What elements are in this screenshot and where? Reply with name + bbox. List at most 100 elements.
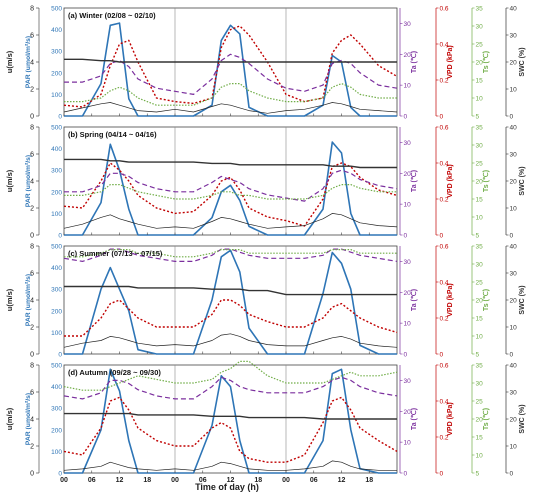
par-axis-tick-label: 500 bbox=[51, 244, 62, 251]
par-axis-title: PAR (umol/m²/s) bbox=[25, 274, 32, 326]
u-axis-title: u(m/s) bbox=[5, 50, 14, 73]
ta-axis-tick-label: 20 bbox=[404, 52, 412, 59]
u-axis-tick-label: 6 bbox=[30, 33, 34, 40]
ta-axis-tick-label: 0 bbox=[404, 352, 408, 359]
panel-1: (a) Winter (02/08 ~ 02/10) 0 2 4 6 8 u(m/s) 0 10… bbox=[5, 6, 526, 121]
x-axis-tick-label: 12 bbox=[227, 477, 235, 484]
x-axis-tick-label: 18 bbox=[365, 477, 373, 484]
swc-axis-tick-label: 10 bbox=[510, 444, 518, 451]
par-axis-tick-label: 100 bbox=[51, 449, 62, 456]
swc-axis-tick-label: 40 bbox=[510, 244, 518, 251]
panel-title: (d) Autumn (09/28 ~ 09/30) bbox=[68, 368, 161, 377]
panel-title: (c) Summer (07/13 ~ 07/15) bbox=[68, 249, 163, 258]
vpd-axis-tick-label: 0 bbox=[440, 114, 444, 121]
par-axis-tick-label: 500 bbox=[51, 363, 62, 370]
ts-axis-tick-label: 35 bbox=[476, 363, 484, 370]
vpd-axis-tick-label: 0.6 bbox=[440, 125, 449, 132]
vpd-axis-tick-label: 0.6 bbox=[440, 363, 449, 370]
swc-axis-tick-label: 20 bbox=[510, 179, 518, 186]
par-axis-tick-label: 300 bbox=[51, 49, 62, 56]
ta-axis-tick-label: 30 bbox=[404, 259, 412, 266]
panel-2: (b) Spring (04/14 ~ 04/16) 0 2 4 6 8 u(m/s) 0 10… bbox=[5, 125, 526, 240]
ts-axis-tick-label: 15 bbox=[476, 78, 484, 85]
x-axis-tick-label: 00 bbox=[60, 477, 68, 484]
x-axis-title: Time of day (h) bbox=[195, 482, 259, 492]
ts-axis-tick-label: 10 bbox=[476, 453, 484, 460]
x-axis-tick-label: 12 bbox=[116, 477, 124, 484]
u-axis-tick-label: 0 bbox=[30, 471, 34, 478]
ts-axis-tick-label: 35 bbox=[476, 244, 484, 251]
vpd-axis-tick-label: 0.6 bbox=[440, 244, 449, 251]
ta-axis-tick-label: 0 bbox=[404, 114, 408, 121]
panel-title: (a) Winter (02/08 ~ 02/10) bbox=[68, 11, 156, 20]
ts-axis-tick-label: 5 bbox=[476, 352, 480, 359]
par-axis-tick-label: 200 bbox=[51, 70, 62, 77]
series-line-par bbox=[64, 249, 397, 355]
ts-axis-tick-label: 15 bbox=[476, 197, 484, 204]
ta-axis-tick-label: 10 bbox=[404, 440, 412, 447]
ts-axis-tick-label: 25 bbox=[476, 399, 484, 406]
x-axis-tick-label: 18 bbox=[143, 477, 151, 484]
par-axis-tick-label: 300 bbox=[51, 168, 62, 175]
ta-axis-tick-label: 0 bbox=[404, 233, 408, 240]
x-axis-tick-label: 00 bbox=[171, 477, 179, 484]
panel-3: (c) Summer (07/13 ~ 07/15) 0 2 4 6 8 u(m/s) 0 10… bbox=[5, 244, 526, 359]
par-axis-tick-label: 0 bbox=[58, 114, 62, 121]
series-line-swc bbox=[64, 58, 397, 63]
par-axis-tick-label: 500 bbox=[51, 6, 62, 13]
ta-axis-tick-label: 20 bbox=[404, 409, 412, 416]
ts-axis-title: Ts (℃) bbox=[482, 289, 490, 311]
u-axis-tick-label: 0 bbox=[30, 352, 34, 359]
ts-axis-tick-label: 15 bbox=[476, 316, 484, 323]
swc-axis-tick-label: 0 bbox=[510, 114, 514, 121]
ts-axis-tick-label: 25 bbox=[476, 280, 484, 287]
swc-axis-tick-label: 30 bbox=[510, 390, 518, 397]
par-axis-tick-label: 300 bbox=[51, 406, 62, 413]
series-line-ts bbox=[64, 184, 397, 200]
series-line-par bbox=[64, 141, 397, 236]
swc-axis-tick-label: 0 bbox=[510, 233, 514, 240]
ta-axis-tick-label: 30 bbox=[404, 21, 412, 28]
swc-axis-tick-label: 30 bbox=[510, 271, 518, 278]
par-axis-tick-label: 300 bbox=[51, 287, 62, 294]
vpd-axis-tick-label: 0.2 bbox=[440, 316, 449, 323]
par-axis-tick-label: 0 bbox=[58, 352, 62, 359]
ts-axis-tick-label: 20 bbox=[476, 60, 484, 67]
ts-axis-tick-label: 35 bbox=[476, 6, 484, 13]
u-axis-tick-label: 8 bbox=[30, 6, 34, 13]
u-axis-tick-label: 4 bbox=[30, 298, 34, 305]
vpd-axis-tick-label: 0.4 bbox=[440, 42, 449, 49]
vpd-axis-title: VPD (kPa) bbox=[447, 283, 454, 316]
ts-axis-tick-label: 15 bbox=[476, 435, 484, 442]
par-axis-tick-label: 200 bbox=[51, 427, 62, 434]
vpd-axis-tick-label: 0.4 bbox=[440, 161, 449, 168]
ta-axis-tick-label: 20 bbox=[404, 290, 412, 297]
vpd-axis-title: VPD (kPa) bbox=[447, 164, 454, 197]
ta-axis-title: Ta (℃) bbox=[410, 408, 418, 430]
par-axis-tick-label: 0 bbox=[58, 471, 62, 478]
swc-axis-title: SWC (%) bbox=[519, 47, 526, 76]
swc-axis-tick-label: 10 bbox=[510, 325, 518, 332]
swc-axis-tick-label: 10 bbox=[510, 87, 518, 94]
ts-axis-tick-label: 35 bbox=[476, 125, 484, 132]
series-line-ts bbox=[63, 360, 398, 391]
vpd-axis-tick-label: 0 bbox=[440, 471, 444, 478]
par-axis-title: PAR (umol/m²/s) bbox=[25, 36, 32, 88]
swc-axis-title: SWC (%) bbox=[519, 166, 526, 195]
ts-axis-tick-label: 5 bbox=[476, 114, 480, 121]
x-axis-tick-label: 12 bbox=[338, 477, 346, 484]
x-axis-tick-label: 06 bbox=[199, 477, 207, 484]
ta-axis-title: Ta (℃) bbox=[410, 170, 418, 192]
series-line-swc bbox=[64, 285, 397, 296]
series-line-swc bbox=[64, 158, 397, 169]
swc-axis-tick-label: 20 bbox=[510, 298, 518, 305]
ta-axis-tick-label: 10 bbox=[404, 202, 412, 209]
ts-axis-tick-label: 30 bbox=[476, 143, 484, 150]
ts-axis-tick-label: 20 bbox=[476, 417, 484, 424]
series-line-vpd bbox=[64, 299, 398, 337]
ts-axis-tick-label: 25 bbox=[476, 161, 484, 168]
ta-axis-tick-label: 0 bbox=[404, 471, 408, 478]
vpd-axis-tick-label: 0.4 bbox=[440, 399, 449, 406]
vpd-axis-title: VPD (kPa) bbox=[447, 402, 454, 435]
ta-axis-tick-label: 10 bbox=[404, 83, 412, 90]
